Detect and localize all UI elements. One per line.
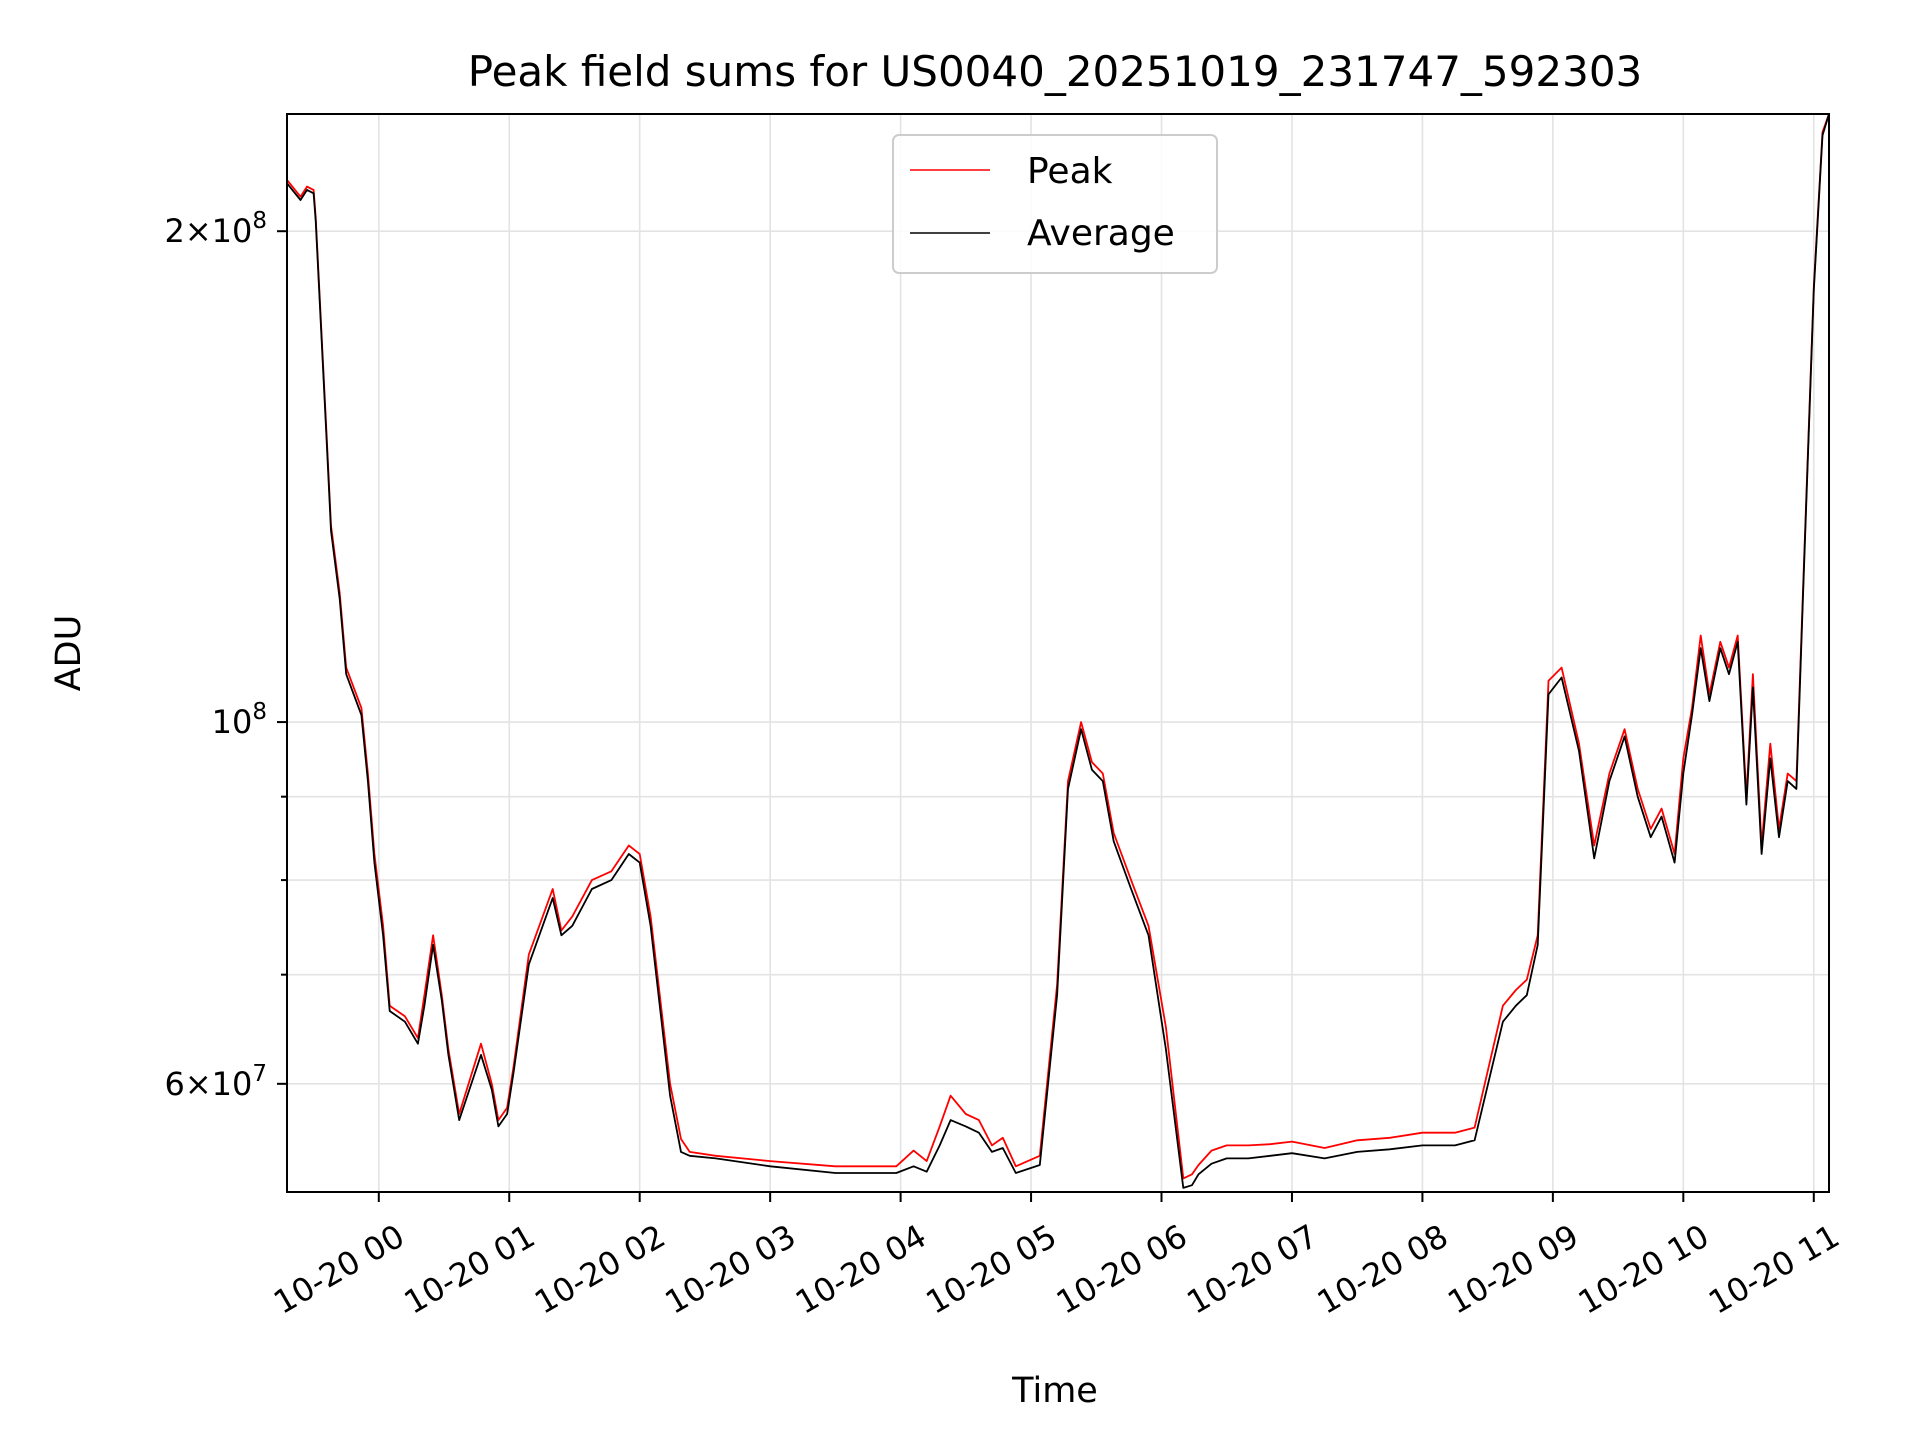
x-axis-label: Time [1011, 1371, 1098, 1411]
series-layer [287, 114, 1829, 1189]
plot-frame [286, 113, 1830, 1193]
grid-layer [287, 114, 1829, 1192]
legend-label-average: Average [1027, 213, 1175, 254]
y-axis-label: ADU [49, 615, 89, 692]
series-line-average [287, 114, 1829, 1189]
legend-label-peak: Peak [1027, 151, 1113, 192]
y-tick-label: 108 [212, 699, 267, 741]
plot-area [287, 114, 1829, 1192]
series-line-peak [287, 114, 1829, 1180]
y-tick-label: 2×108 [164, 208, 267, 250]
chart-title: Peak field sums for US0040_20251019_2317… [468, 47, 1643, 96]
y-tick-label: 6×107 [164, 1061, 267, 1103]
legend: Peak Average [892, 134, 1218, 274]
